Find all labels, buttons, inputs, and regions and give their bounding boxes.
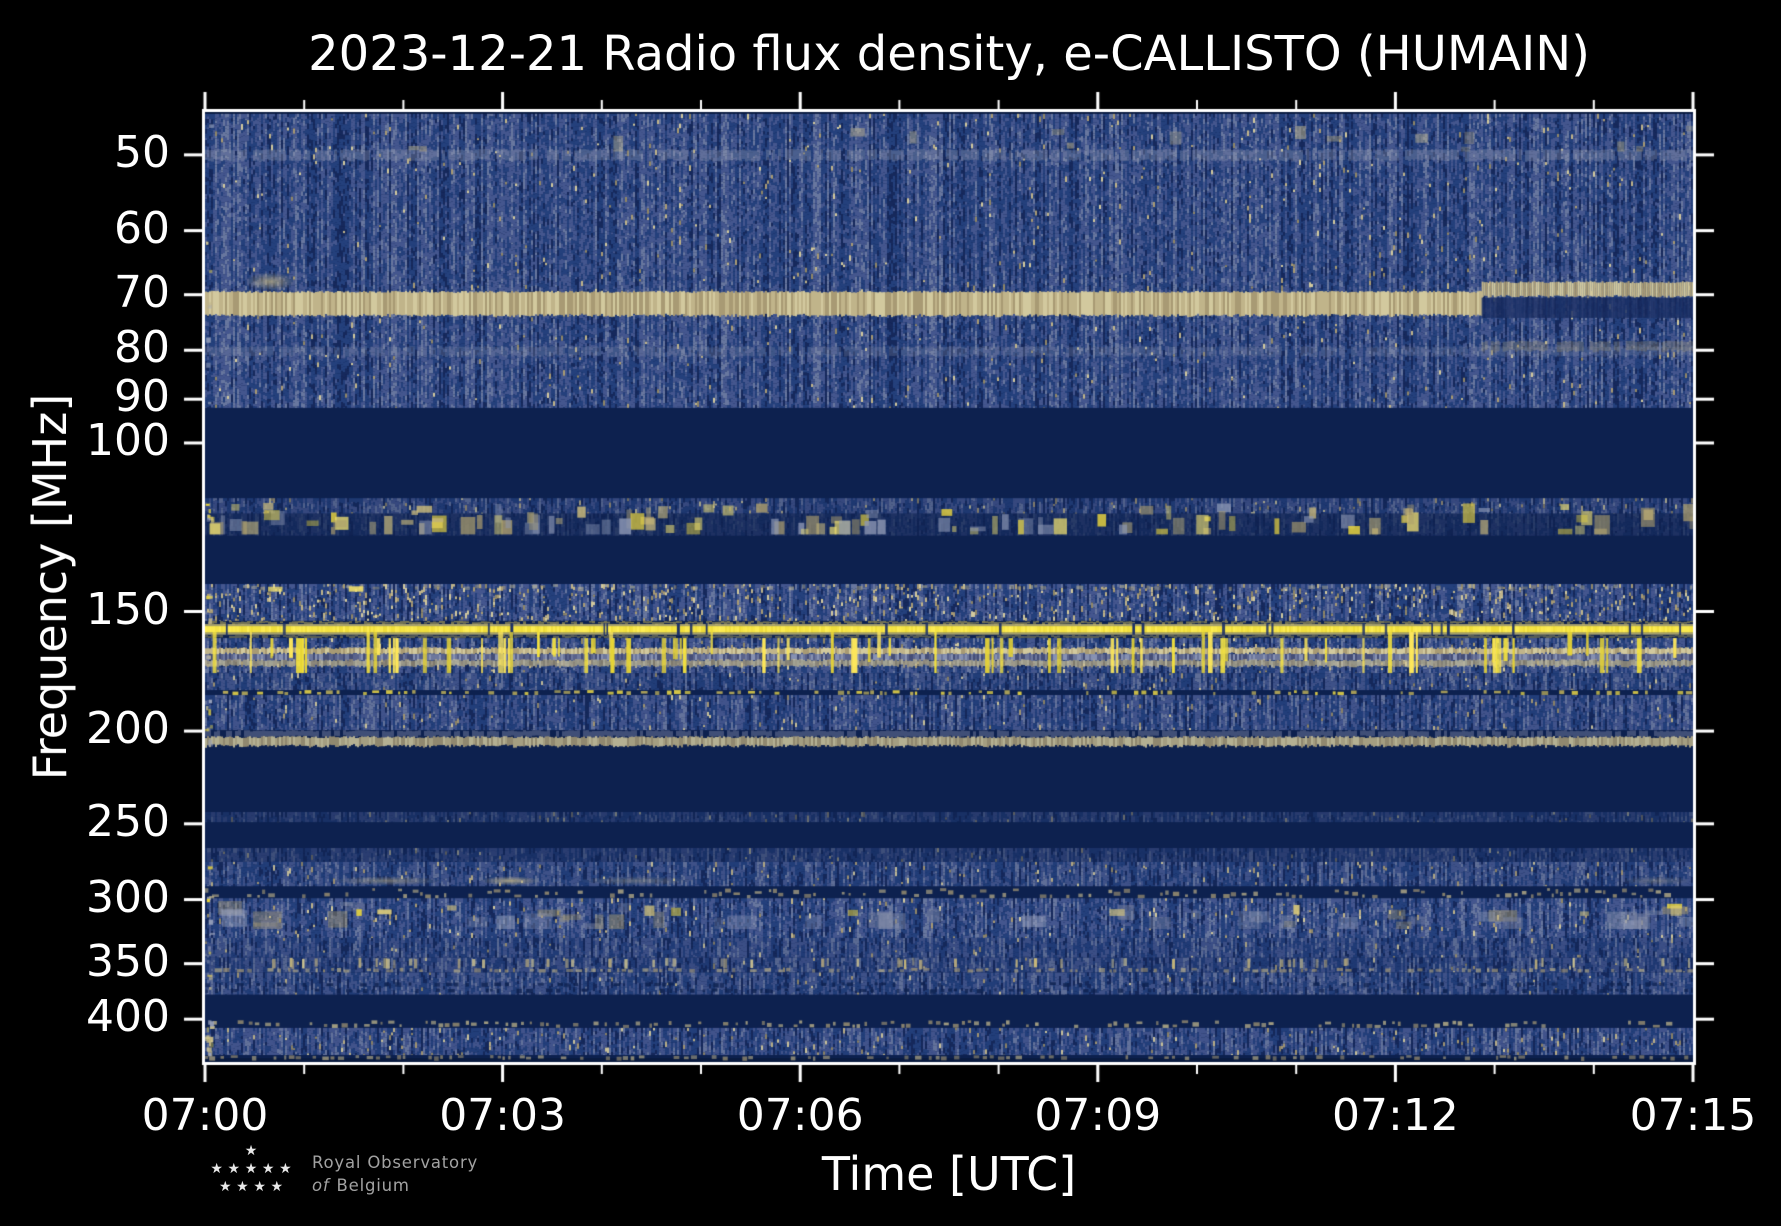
- x-tick-label: 07:09: [1034, 1090, 1162, 1141]
- x-tick-label: 07:03: [439, 1090, 566, 1141]
- logo-text-line2: of Belgium: [312, 1176, 410, 1195]
- y-tick-label: 150: [86, 583, 170, 635]
- y-tick-label: 250: [86, 795, 170, 847]
- rob-logo-star-row: ★: [207, 1142, 295, 1160]
- star-icon: ★: [210, 1161, 223, 1177]
- y-tick-label: 350: [86, 935, 170, 987]
- star-icon: ★: [270, 1179, 284, 1195]
- star-icon: ★: [261, 1161, 275, 1177]
- logo-text-line1: Royal Observatory: [312, 1153, 479, 1172]
- x-tick-label: 07:15: [1629, 1090, 1757, 1141]
- x-tick-label: 07:00: [141, 1090, 269, 1141]
- star-icon: ★: [279, 1161, 292, 1177]
- y-tick-label: 100: [86, 414, 170, 466]
- star-icon: ★: [253, 1179, 266, 1195]
- star-icon: ★: [244, 1143, 258, 1159]
- chart-title: 2023-12-21 Radio flux density, e-CALLIST…: [308, 26, 1590, 82]
- star-icon: ★: [227, 1161, 241, 1177]
- y-tick-label: 90: [114, 371, 170, 423]
- y-tick-label: 60: [114, 202, 170, 254]
- rob-logo-text: Royal Observatory of Belgium: [312, 1153, 478, 1195]
- rob-logo-star-row: ★ ★ ★ ★ ★: [207, 1160, 295, 1178]
- y-tick-label: 80: [114, 322, 170, 374]
- x-axis-label: Time [UTC]: [821, 1147, 1077, 1201]
- star-icon: ★: [244, 1161, 258, 1177]
- y-tick-label: 50: [114, 126, 170, 178]
- star-icon: ★: [218, 1179, 232, 1195]
- x-tick-label: 07:12: [1331, 1090, 1459, 1141]
- x-tick-label: 07:06: [736, 1090, 864, 1141]
- y-tick-label: 400: [86, 991, 170, 1043]
- rob-logo-star-row: ★ ★ ★ ★: [207, 1178, 295, 1196]
- star-icon: ★: [236, 1179, 249, 1195]
- y-tick-label: 70: [114, 266, 170, 318]
- y-tick-label: 200: [86, 703, 170, 755]
- y-tick-label: 300: [86, 871, 170, 923]
- rob-logo-stars: ★ ★ ★ ★ ★ ★ ★ ★ ★ ★: [207, 1142, 295, 1196]
